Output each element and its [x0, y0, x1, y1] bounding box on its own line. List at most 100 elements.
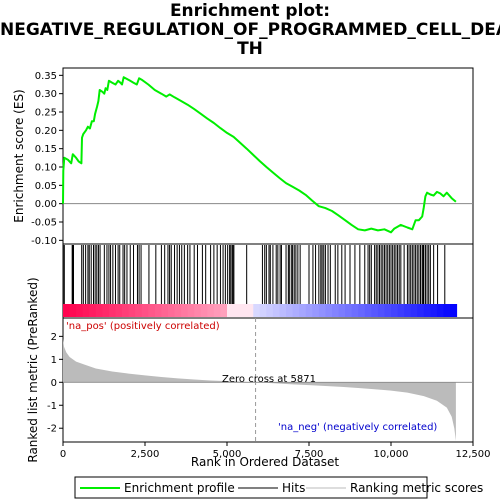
rank-color-band [318, 304, 326, 317]
rank-color-band [371, 304, 379, 317]
negative-correlation-label: 'na_neg' (negatively correlated) [278, 422, 437, 433]
x-tick-label: 5,000 [213, 449, 242, 460]
rank-color-band [200, 304, 208, 317]
zero-cross-label: Zero cross at 5871 [222, 374, 316, 385]
rank-color-band [82, 304, 90, 317]
es-y-tick-label: 0.05 [35, 181, 57, 192]
rank-color-band [279, 304, 287, 317]
rank-color-band [423, 304, 431, 317]
rank-color-band [161, 304, 169, 317]
es-y-tick-label: 0.10 [35, 163, 57, 174]
rank-color-band [259, 304, 267, 317]
es-y-tick-label: -0.05 [31, 218, 57, 229]
rank-color-band [102, 304, 110, 317]
rank-color-band [358, 304, 366, 317]
rank-color-band [410, 304, 418, 317]
rank-color-band [89, 304, 97, 317]
rank-color-band [450, 304, 458, 317]
x-tick-label: 0 [60, 449, 66, 460]
es-y-tick-label: 0.25 [35, 108, 57, 119]
rank-color-band [141, 304, 149, 317]
rank-color-band [292, 304, 300, 317]
rank-color-band [213, 304, 221, 317]
enrichment-profile-line [62, 76, 457, 234]
rank-color-band [135, 304, 143, 317]
chart-title-line-3: TH [237, 39, 263, 59]
legend-label-hits: Hits [282, 481, 305, 495]
rank-color-band [299, 304, 307, 317]
x-tick-label: 7,500 [295, 449, 324, 460]
es-y-tick-label: 0.15 [35, 144, 57, 155]
x-tick-label: 12,500 [456, 449, 491, 460]
rank-color-band [95, 304, 103, 317]
rank-color-band [174, 304, 182, 317]
es-y-tick-label: 0.00 [35, 199, 57, 210]
es-y-tick-label: 0.35 [35, 71, 57, 82]
es-y-tick-label: 0.30 [35, 89, 57, 100]
es-y-tick-label: -0.10 [31, 236, 57, 247]
rank-color-band [148, 304, 156, 317]
rank-color-band [76, 304, 84, 317]
metric-y-tick-label: -1 [47, 401, 57, 412]
rank-color-band [345, 304, 353, 317]
rank-color-band [167, 304, 176, 317]
rank-color-band [181, 304, 189, 317]
x-tick-label: 10,000 [374, 449, 409, 460]
rank-color-band [115, 304, 123, 317]
legend: Enrichment profile Hits Ranking metric s… [74, 476, 483, 499]
rank-color-band [194, 304, 202, 317]
rank-color-band [404, 304, 412, 317]
rank-color-band [233, 304, 241, 317]
rank-color-band [240, 304, 248, 317]
rank-color-band [108, 304, 116, 317]
rank-color-band [154, 304, 162, 317]
rank-color-band [351, 304, 359, 317]
rank-color-band [312, 304, 320, 317]
x-axis-label: Rank in Ordered Dataset [191, 455, 339, 469]
rank-color-band [443, 304, 451, 317]
rank-color-band [286, 304, 294, 317]
rank-color-band [377, 304, 385, 317]
chart-title-line-2: NEGATIVE_REGULATION_OF_PROGRAMMED_CELL_D… [0, 20, 500, 40]
rank-color-band [122, 304, 130, 317]
es-panel-frame [62, 67, 474, 245]
legend-label-enrichment-profile: Enrichment profile [124, 481, 235, 495]
rank-color-band [364, 304, 372, 317]
metric-layer: -2 -1 0 1 2 0 2,500 5,000 7,500 10,000 12,500 [47, 318, 491, 460]
rank-color-band [417, 304, 425, 317]
rank-color-band [391, 304, 399, 317]
rank-color-band [69, 304, 77, 317]
rank-color-band [227, 304, 235, 317]
rank-color-band [338, 304, 346, 317]
positive-correlation-label: 'na_pos' (positively correlated) [66, 321, 220, 332]
rank-color-band [384, 304, 392, 317]
rank-color-band [325, 304, 333, 317]
es-layer: -0.10 -0.05 0.00 0.05 0.10 0.15 0.20 0.25 0.30 0.… [31, 71, 473, 247]
rank-color-band [266, 304, 274, 317]
chart-title-line-1: Enrichment plot: [169, 1, 331, 21]
metric-y-tick-label: -2 [47, 424, 57, 435]
rank-color-band [272, 304, 280, 317]
rank-color-band [253, 304, 261, 317]
metric-y-tick-label: 1 [51, 355, 57, 366]
x-tick-label: 2,500 [131, 449, 160, 460]
chart-title: Enrichment plot: NEGATIVE_REGULATION_OF_… [0, 2, 500, 59]
rank-color-band [187, 304, 195, 317]
es-y-axis-label: Enrichment score (ES) [12, 89, 26, 222]
rank-color-band [207, 304, 215, 317]
rank-color-band [63, 304, 71, 317]
metric-y-tick-label: 2 [51, 332, 57, 343]
hits-layer [62, 245, 458, 317]
rank-color-band [430, 304, 438, 317]
es-y-tick-label: 0.20 [35, 126, 57, 137]
metric-y-axis-label: Ranked list metric (PreRanked) [26, 277, 40, 462]
rank-color-band [305, 304, 313, 317]
rank-color-band [436, 304, 444, 317]
rank-color-band [128, 304, 136, 317]
metric-y-tick-label: 0 [51, 378, 57, 389]
rank-color-band [397, 304, 405, 317]
rank-color-band [220, 304, 228, 317]
rank-color-band [331, 304, 340, 317]
